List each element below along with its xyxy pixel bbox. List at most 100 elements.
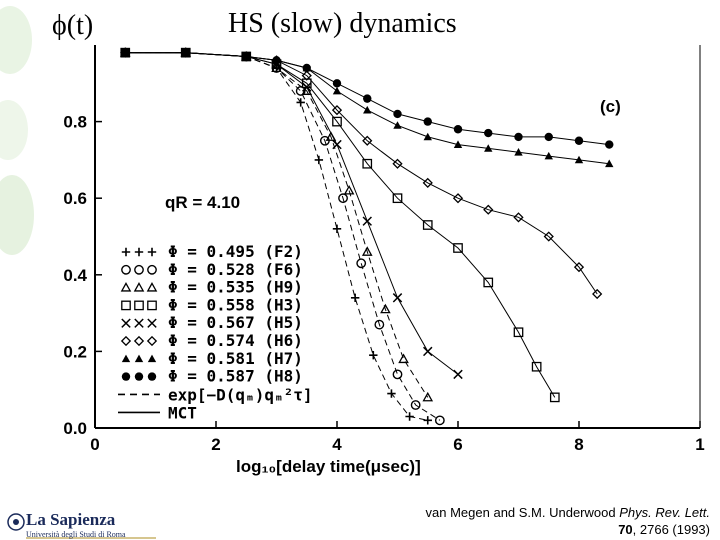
legend-marker — [134, 264, 144, 275]
legend-marker — [121, 264, 131, 275]
legend-marker — [121, 300, 131, 311]
series-3-point — [422, 220, 433, 230]
citation: van Megen and S.M. Underwood Phys. Rev. … — [392, 504, 710, 538]
legend-fit-dashed: exp[−D(qₘ)qₘ²τ] — [168, 385, 313, 404]
series-0-point — [350, 293, 360, 302]
series-7-point — [302, 63, 311, 73]
citation-journal: Phys. Rev. Lett. — [619, 505, 710, 520]
series-2-point — [343, 185, 355, 195]
citation-volume: 70 — [618, 522, 633, 537]
series-6-point — [605, 159, 614, 168]
series-7-point — [332, 79, 342, 88]
series-6-point — [514, 148, 523, 156]
series-4-point — [362, 216, 372, 226]
series-7-point — [272, 56, 281, 65]
citation-authors: van Megen and S.M. Underwood — [425, 505, 620, 520]
legend-marker — [121, 372, 131, 381]
series-5-point — [543, 231, 554, 242]
university-seal-icon — [7, 513, 156, 539]
series-5-point — [573, 262, 585, 273]
logo-subtitle: Università degli Studi di Roma — [26, 530, 126, 539]
series-3-point — [392, 193, 403, 204]
legend-marker — [134, 354, 144, 363]
series-7-point — [484, 128, 493, 138]
legend-entry-0: Φ = 0.495 (F2) — [121, 242, 303, 261]
series-2-point — [301, 85, 313, 95]
legend-marker — [120, 335, 132, 347]
x-tick-label: 8 — [574, 435, 583, 454]
legend-entry-6: Φ = 0.581 (H7) — [121, 349, 303, 368]
series-7-point — [544, 132, 553, 142]
series-0-point — [369, 351, 378, 360]
legend-marker — [147, 354, 157, 363]
decorative-pattern — [0, 6, 34, 255]
y-tick-label: 0.2 — [63, 342, 87, 361]
x-axis-label: log₁₀[delay time(μsec)] — [236, 457, 421, 476]
series-0-point — [296, 98, 305, 107]
series-6-point — [363, 105, 372, 114]
legend-marker — [147, 372, 157, 381]
legend-marker — [121, 318, 131, 328]
series-7-point — [393, 109, 402, 119]
series-1-point — [410, 400, 421, 410]
logo-name: La Sapienza — [26, 510, 116, 529]
series-7-point — [605, 140, 614, 149]
series-3-point — [332, 116, 342, 127]
series-3-point — [549, 392, 560, 403]
series-7-point — [423, 117, 432, 126]
series-3-point — [362, 158, 373, 169]
legend-entry-5: Φ = 0.574 (H6) — [120, 331, 303, 350]
series-5-point — [452, 193, 464, 204]
legend-entry-1: Φ = 0.528 (F6) — [121, 260, 303, 279]
legend-marker — [134, 372, 144, 381]
legend-marker — [134, 300, 144, 311]
series-2-point — [361, 246, 373, 256]
legend-marker — [147, 300, 157, 311]
series-5-point — [483, 204, 494, 215]
legend-marker — [134, 247, 144, 257]
series-6-point — [453, 140, 463, 148]
series-6 — [121, 48, 614, 168]
series-3-point — [483, 277, 494, 288]
legend-marker — [147, 264, 157, 275]
x-tick-label: 0 — [90, 435, 99, 454]
y-tick-label: 0.8 — [63, 113, 87, 132]
series-0-point — [387, 389, 396, 398]
series-2-point — [325, 131, 337, 141]
series-0-point — [423, 416, 432, 425]
series-1-point — [356, 258, 367, 269]
series-5-point — [331, 104, 343, 116]
series-6-point — [423, 132, 432, 141]
legend: exp[−D(qₘ)qₘ²τ] MCT Φ = 0.495 (F2)Φ = 0.… — [118, 242, 313, 422]
legend-label: Φ = 0.574 (H6) — [168, 331, 303, 350]
y-tick-label: 0.4 — [63, 266, 87, 285]
series-5-point — [592, 288, 603, 300]
series-4-point — [453, 369, 463, 380]
series-3-point — [513, 327, 524, 338]
series-1-point — [434, 415, 445, 426]
legend-entry-3: Φ = 0.558 (H3) — [121, 295, 303, 314]
series-5-point — [513, 212, 524, 223]
series-1-point — [338, 193, 348, 204]
y-symbol-label: ϕ(t) — [52, 10, 94, 41]
legend-label: Φ = 0.535 (H9) — [168, 278, 303, 297]
x-tick-label: 6 — [453, 435, 462, 454]
series-5-point — [422, 177, 433, 188]
series-7-point — [121, 48, 130, 57]
legend-marker — [146, 335, 158, 347]
y-tick-label: 0.0 — [63, 419, 87, 438]
series-6-point — [484, 144, 493, 152]
series-5-point — [392, 158, 403, 169]
series-0-point — [314, 155, 324, 165]
slide-title: HS (slow) dynamics — [228, 8, 457, 39]
legend-marker — [120, 282, 132, 292]
legend-label: Φ = 0.528 (F6) — [168, 260, 303, 279]
series-2-point — [380, 303, 391, 314]
legend-marker — [134, 318, 144, 328]
series-1-point — [392, 369, 403, 380]
legend-marker — [133, 282, 145, 292]
legend-label: Φ = 0.567 (H5) — [168, 313, 303, 332]
series-4-point — [423, 346, 433, 357]
series-7-point — [453, 125, 463, 134]
legend-marker — [121, 354, 131, 363]
